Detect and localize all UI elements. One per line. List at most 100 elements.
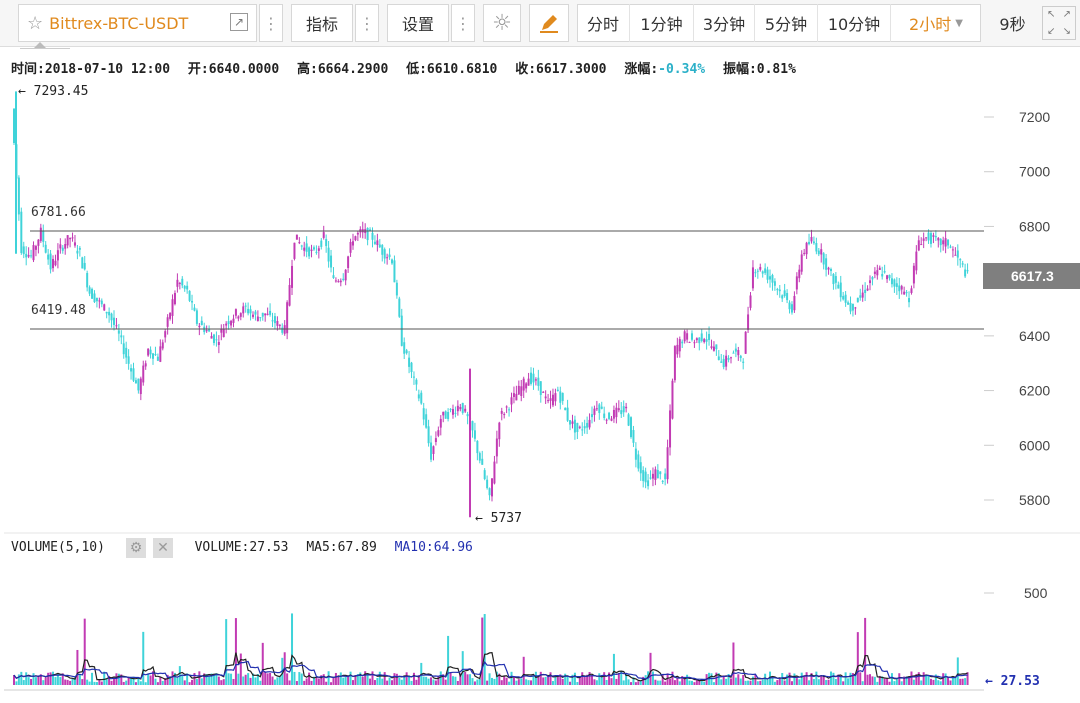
volume-bar [693,682,696,685]
candle-body [849,302,852,312]
candle-body [354,236,357,241]
volume-bar [664,681,667,685]
volume-bar [834,679,837,685]
volume-bar [625,673,628,685]
candle-body [893,279,896,287]
volume-bar [898,673,901,685]
candle-body [590,414,593,418]
more-dots-icon[interactable]: ⋮ [259,4,283,42]
candle-body [532,373,535,383]
volume-bar [393,673,396,685]
volume-bar [210,673,213,685]
sun-icon[interactable]: ☼ [483,4,521,42]
candle-body [712,346,715,351]
volume-bar [686,674,689,685]
volume-bar [854,674,857,685]
candle-body [966,270,969,272]
candle-body [376,240,379,245]
candle-body [466,414,469,417]
gear-icon[interactable]: ⚙ [126,538,146,558]
candle-body [581,429,584,431]
volume-bar [422,676,425,685]
current-price: 6617.3 [1011,268,1054,284]
candle-body [39,227,42,241]
volume-bar [581,672,584,685]
candle-body [249,309,252,314]
volume-bar [573,672,576,685]
volume-bar [261,642,264,685]
volume-bar [105,678,108,685]
volume-bar [156,682,159,685]
volume-bar [288,680,291,685]
candle-body [598,404,601,414]
more-dots-icon[interactable]: ⋮ [451,4,475,42]
volume-bar [451,676,454,685]
candle-body [93,293,96,303]
candle-body [525,383,528,389]
candle-body [778,289,781,292]
candle-body [622,406,625,413]
volume-bar [522,656,525,685]
fullscreen-icon[interactable]: ↖ ↗ ↙ ↘ [1042,6,1076,40]
candle-body [766,269,769,280]
candle-body [812,241,815,244]
volume-bar [803,675,806,685]
volume-bar [37,675,40,685]
ma10-value: MA10:64.96 [394,540,473,555]
indicators-button[interactable]: 指标 [291,4,353,42]
period-1min[interactable]: 1分钟 [629,4,693,42]
period-timeline[interactable]: 分时 [586,15,619,34]
volume-bar [339,672,342,685]
symbol-label: Bittrex-BTC-USDT [49,13,189,33]
candle-body [603,413,606,419]
volume-bar [781,672,784,685]
candle-body [478,453,481,461]
candle-body [571,421,574,424]
candle-body [647,480,650,487]
candle-body [105,311,108,314]
candle-body [932,235,935,237]
settings-button[interactable]: 设置 [387,4,449,42]
candle-body [415,379,418,385]
period-3min[interactable]: 3分钟 [693,4,754,42]
close-icon[interactable]: ✕ [153,538,173,558]
external-link-icon[interactable]: ↗ [230,13,248,31]
volume-bar [76,649,79,685]
star-icon[interactable]: ☆ [27,12,44,34]
volume-bar [603,672,606,685]
candle-body [688,341,691,343]
volume-bar [188,682,191,685]
candle-body [520,386,523,396]
volume-bar [600,675,603,685]
candle-body [403,342,406,354]
volume-bar [166,674,169,685]
volume-bar [161,680,164,685]
candle-body [810,237,813,242]
period-5min[interactable]: 5分钟 [754,4,817,42]
fs-corner: ↙ [1047,26,1056,37]
price-tick-label: 6000 [1019,437,1050,453]
candle-body [576,422,579,433]
period-2h[interactable]: 2小时 ▼ [890,4,981,42]
volume-bar [286,673,289,685]
volume-bar [144,682,147,685]
volume-bar [837,674,840,685]
period-10min[interactable]: 10分钟 [817,4,890,42]
volume-bar [515,680,518,685]
volume-bar [278,676,281,685]
volume-bar [730,678,732,685]
volume-bar [571,674,574,685]
volume-bar [388,677,391,685]
candle-body [22,246,25,255]
more-dots-icon[interactable]: ⋮ [355,4,379,42]
volume-bar [71,677,74,685]
symbol-selector[interactable]: ☆ Bittrex-BTC-USDT ↗ [18,4,257,42]
candle-body [166,317,169,327]
candle-body [91,288,94,299]
candle-body [569,420,572,425]
pencil-icon[interactable] [529,4,569,42]
candle-body [725,355,728,367]
volume-bar [34,677,37,685]
toolbar: ☆ Bittrex-BTC-USDT ↗ ⋮ 指标 ⋮ 设置 ⋮ ☼ 分时 1分… [0,0,1080,47]
